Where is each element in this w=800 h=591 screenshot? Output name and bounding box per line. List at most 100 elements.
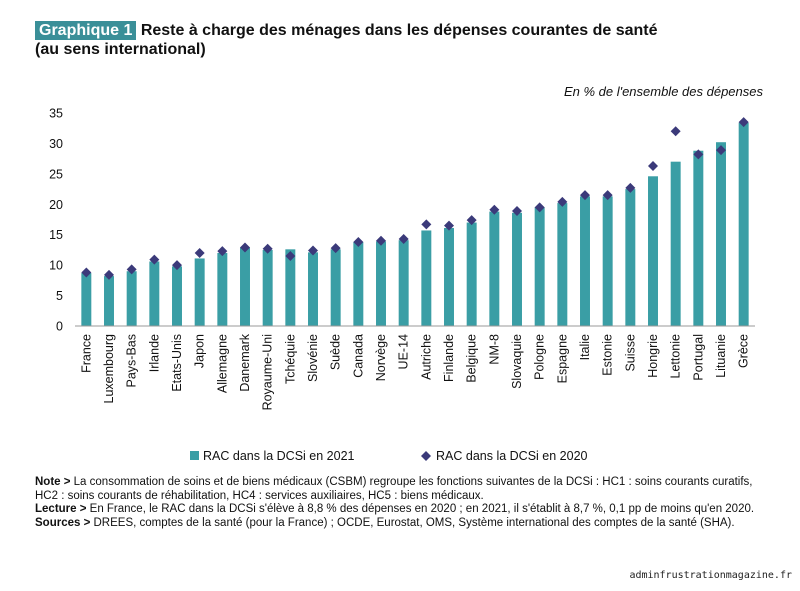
marker-6 [217,246,228,257]
bar-11 [330,249,341,326]
bar-3 [149,261,160,326]
bar-25 [648,176,658,326]
x-tick-label: Canada [351,334,365,378]
legend-bar-swatch [190,451,199,460]
notes-block: Note > La consommation de soins et de bi… [35,476,770,530]
watermark: adminfrustrationmagazine.fr [629,570,792,581]
y-tick-label: 5 [56,289,63,303]
bars-2021 [81,122,749,326]
lecture-text: En France, le RAC dans la DCSi s'élève à… [86,503,755,515]
sources-label: Sources > [35,516,91,529]
bar-12 [353,242,364,326]
note-label: Note > [35,476,71,488]
y-tick-label: 15 [49,228,63,242]
x-tick-label: Lettonie [669,334,683,379]
x-tick-label: Finlande [442,334,456,382]
note-text: La consommation de soins et de biens méd… [35,476,753,502]
legend-marker-swatch [421,451,431,461]
bar-16 [444,228,454,326]
x-tick-label: France [79,334,93,373]
marker-12 [353,237,364,248]
x-tick-label: Estonie [601,334,615,376]
bar-15 [421,230,432,326]
marker-27 [693,149,704,160]
x-tick-label: Hongrie [646,334,660,378]
bar-14 [398,240,409,326]
x-tick-label: Autriche [419,334,433,380]
marker-16 [444,220,454,231]
marker-8 [262,243,273,254]
bar-0 [81,273,92,326]
bar-8 [262,249,273,326]
x-tick-label: Slovénie [306,334,320,382]
bar-2 [126,271,137,326]
bar-26 [670,161,681,326]
figure-badge: Graphique 1 [35,21,137,40]
marker-0 [81,267,92,278]
x-tick-label: NM-8 [487,334,501,365]
title-line-1: Reste à charge des ménages dans les dépe… [140,22,658,39]
x-tick-label: Italie [578,334,592,360]
marker-7 [240,242,250,253]
marker-20 [534,202,545,213]
x-tick-label: Luxembourg [102,334,116,404]
marker-3 [149,254,160,265]
bar-20 [534,207,545,326]
marker-23 [602,190,613,201]
marker-4 [172,260,182,271]
bar-13 [376,241,386,326]
marker-26 [670,126,681,137]
marker-22 [580,190,590,201]
y-tick-label: 0 [56,320,63,334]
bar-10 [308,252,318,326]
x-tick-label: Japon [193,334,207,368]
bar-23 [602,196,613,326]
marker-11 [330,243,341,254]
marker-19 [512,205,522,216]
x-tick-label: Allemagne [215,334,229,393]
marker-14 [398,233,409,244]
marker-13 [376,235,386,246]
bar-21 [557,203,568,326]
bar-7 [240,247,250,326]
marker-18 [489,204,500,215]
bar-5 [194,258,205,326]
y-tick-label: 35 [49,107,63,121]
lecture-paragraph: Lecture > En France, le RAC dans la DCSi… [35,503,770,517]
marker-17 [466,215,477,226]
note-paragraph: Note > La consommation de soins et de bi… [35,476,770,503]
bar-28 [716,142,726,326]
title-line-2: (au sens international) [35,41,206,58]
x-tick-label: Suisse [623,334,637,372]
legend: RAC dans la DCSi en 2021 RAC dans la DCS… [190,449,588,463]
x-tick-label: Pologne [533,334,547,380]
bar-18 [489,211,500,326]
sources-text: DREES, comptes de la santé (pour la Fran… [90,516,735,529]
bar-17 [466,222,477,326]
y-tick-label: 25 [49,167,63,181]
bar-1 [104,276,114,326]
y-tick-label: 10 [49,259,63,273]
x-tick-label: Belgique [465,334,479,383]
lecture-label: Lecture > [35,503,87,515]
marker-9 [285,251,296,262]
y-tick-label: 20 [49,198,63,212]
marker-10 [308,245,318,256]
x-tick-label: Suède [329,334,343,370]
markers-2020 [81,117,749,280]
marker-15 [421,219,432,230]
marker-28 [716,145,726,156]
x-tick-label: Slovaquie [510,334,524,389]
x-tick-label: Irlande [147,334,161,372]
x-tick-label: Tchéquie [283,334,297,384]
x-tick-label: Pays-Bas [125,334,139,388]
marker-25 [648,160,658,171]
bar-27 [693,150,704,326]
sources-paragraph: Sources > DREES, comptes de la santé (po… [35,517,770,531]
bar-4 [172,266,182,326]
x-tick-label: Etats-Unis [170,334,184,392]
x-tick-label: Lituanie [714,334,728,378]
marker-2 [126,264,137,275]
x-tick-label: UE-14 [397,334,411,369]
x-tick-label: Royaume-Uni [261,334,275,410]
